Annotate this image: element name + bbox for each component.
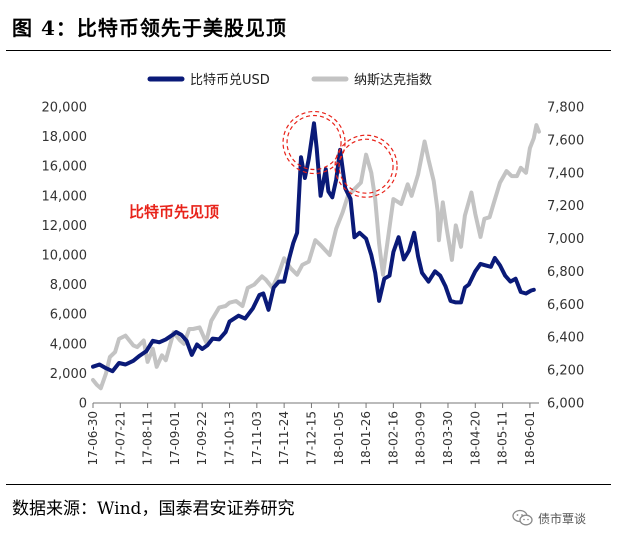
- x-tick-label: 17-10-13: [223, 411, 237, 465]
- y-right-tick-label: 6,600: [547, 298, 584, 313]
- x-tick-label: 17-09-01: [168, 411, 182, 465]
- highlight-circle-inner: [338, 138, 394, 194]
- bitcoin-series-line: [91, 121, 536, 374]
- y-left-tick-label: 20,000: [42, 101, 88, 116]
- watermark: 债市覃谈: [512, 507, 586, 529]
- annotation-label: 比特币先见顶: [129, 203, 219, 221]
- x-tick-label: 17-09-22: [195, 411, 209, 465]
- y-left-tick-label: 12,000: [42, 219, 88, 234]
- x-tick-label: 18-06-01: [523, 411, 537, 465]
- source-note: 数据来源：Wind，国泰君安证券研究: [12, 499, 295, 519]
- x-tick-label: 17-11-24: [277, 411, 291, 465]
- highlight-circle-outer: [334, 134, 398, 198]
- x-tick-label: 17-06-30: [86, 411, 100, 465]
- x-tick-label: 17-11-03: [250, 411, 264, 465]
- watermark-text: 债市覃谈: [538, 511, 587, 526]
- y-right-tick-label: 7,000: [547, 232, 584, 247]
- line-chart: 比特币兑USD 纳斯达克指数 0 2,000 4,000 6,000 8,000 10,000…: [42, 73, 585, 465]
- x-tick-label: 17-12-15: [304, 411, 318, 465]
- y-left-tick-label: 10,000: [42, 249, 88, 264]
- figure-header: 图 4：比特币领先于美股见顶: [0, 0, 617, 46]
- y-left-tick-label: 8,000: [50, 278, 87, 293]
- x-tick-label: 18-01-26: [359, 411, 373, 465]
- top-rule: [6, 50, 611, 51]
- bottom-rule: [6, 484, 611, 485]
- y-right-tick-label: 7,800: [547, 101, 584, 116]
- nasdaq-series-line: [91, 123, 541, 391]
- legend-label: 比特币兑USD: [190, 73, 270, 88]
- highlight-circle-inner: [286, 114, 342, 171]
- y-left-tick-label: 6,000: [50, 308, 87, 323]
- y-right-tick-label: 7,600: [547, 133, 584, 148]
- wechat-icon: [512, 509, 533, 526]
- x-tick-label: 18-04-20: [468, 411, 482, 465]
- x-tick-label: 18-01-05: [332, 411, 346, 465]
- y-right-tick-label: 7,200: [547, 199, 584, 214]
- legend-label: 纳斯达克指数: [354, 73, 432, 88]
- y-left-tick-label: 18,000: [42, 130, 88, 145]
- figure-title: 图 4：比特币领先于美股见顶: [12, 16, 287, 40]
- x-tick-label: 18-02-16: [386, 411, 400, 465]
- y-right-tick-label: 6,200: [547, 364, 584, 379]
- y-right-tick-label: 6,400: [547, 331, 584, 346]
- y-left-tick-label: 0: [79, 397, 87, 412]
- x-tick-label: 17-08-11: [141, 411, 155, 465]
- y-left-tick-label: 4,000: [50, 337, 87, 352]
- y-right-tick-label: 7,400: [547, 166, 584, 181]
- y-left-tick-label: 2,000: [50, 367, 87, 382]
- y-right-tick-label: 6,000: [547, 397, 584, 412]
- x-tick-label: 18-03-30: [441, 411, 455, 465]
- x-tick-label: 17-07-21: [113, 411, 127, 465]
- highlight-circle-outer: [282, 110, 346, 175]
- x-tick-label: 18-03-09: [414, 411, 428, 465]
- y-left-tick-label: 14,000: [42, 189, 88, 204]
- y-right-tick-label: 6,800: [547, 265, 584, 280]
- y-left-tick-label: 16,000: [42, 160, 88, 175]
- x-tick-label: 18-05-11: [496, 411, 510, 465]
